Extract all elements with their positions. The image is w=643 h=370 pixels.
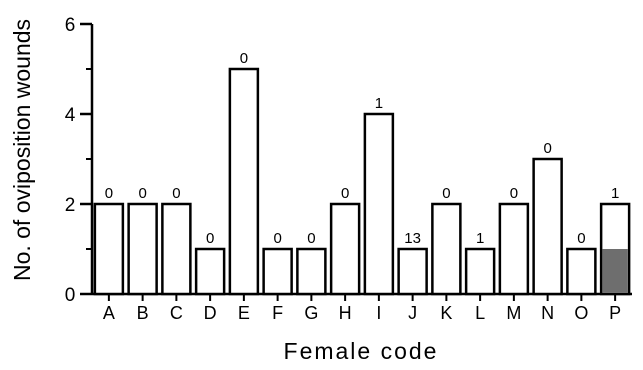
x-tick-label-N: N: [541, 303, 554, 323]
y-tick-label-0: 0: [65, 285, 76, 306]
data-label-A: 0: [105, 185, 113, 202]
x-tick-label-E: E: [238, 303, 250, 323]
data-label-M: 0: [510, 185, 518, 202]
x-tick-label-P: P: [609, 303, 621, 323]
x-tick-label-J: J: [408, 303, 417, 323]
bar-M: [498, 202, 530, 296]
data-label-L: 1: [476, 230, 484, 247]
y-axis: 0 2 4 6: [65, 15, 94, 306]
data-label-N: 0: [543, 140, 551, 157]
y-tick-label-4: 4: [65, 105, 76, 126]
bar-G: [296, 247, 327, 296]
y-tick-label-6: 6: [65, 15, 76, 36]
data-label-G: 0: [307, 230, 315, 247]
bar-L: [464, 247, 496, 296]
bar-B: [127, 202, 158, 296]
x-tick-label-F: F: [272, 303, 283, 323]
y-axis-title: No. of oviposition wounds: [9, 19, 35, 281]
data-label-C: 0: [172, 185, 180, 202]
x-tick-label-L: L: [475, 303, 485, 323]
data-label-E: 0: [240, 50, 248, 67]
data-label-J: 13: [404, 230, 421, 247]
bar-I: [363, 112, 395, 296]
data-label-O: 0: [577, 230, 585, 247]
bars: [93, 67, 631, 296]
x-tick-label-D: D: [204, 303, 217, 323]
x-tick-label-O: O: [574, 303, 588, 323]
data-label-H: 0: [341, 185, 349, 202]
x-tick-label-G: G: [304, 303, 318, 323]
bar-K: [431, 202, 462, 296]
data-label-K: 0: [442, 185, 450, 202]
bar-A: [93, 202, 125, 296]
x-tick-label-B: B: [137, 303, 149, 323]
x-tick-label-I: I: [376, 303, 381, 323]
bar-D: [194, 247, 226, 296]
y-tick-label-2: 2: [65, 195, 76, 216]
bar-H: [329, 202, 361, 296]
data-label-F: 0: [273, 230, 281, 247]
bar-shaded-P: [602, 249, 628, 293]
bar-J: [397, 247, 428, 296]
bar-F: [262, 247, 293, 296]
bar-E: [228, 67, 260, 296]
x-tick-label-H: H: [339, 303, 352, 323]
x-tick-label-K: K: [440, 303, 452, 323]
bar-N: [532, 157, 563, 296]
data-label-B: 0: [138, 185, 146, 202]
data-label-D: 0: [206, 230, 214, 247]
data-label-P: 1: [611, 185, 619, 202]
x-tick-label-M: M: [506, 303, 521, 323]
x-tick-label-C: C: [170, 303, 183, 323]
x-axis-title: Female code: [284, 338, 439, 364]
data-labels: 0 0 0 0 0 0 0 0 1 13 0 1 0 0 0 1: [105, 50, 620, 247]
bar-C: [161, 202, 192, 296]
x-tick-label-A: A: [103, 303, 115, 323]
data-label-I: 1: [375, 95, 383, 112]
bar-O: [566, 247, 597, 296]
